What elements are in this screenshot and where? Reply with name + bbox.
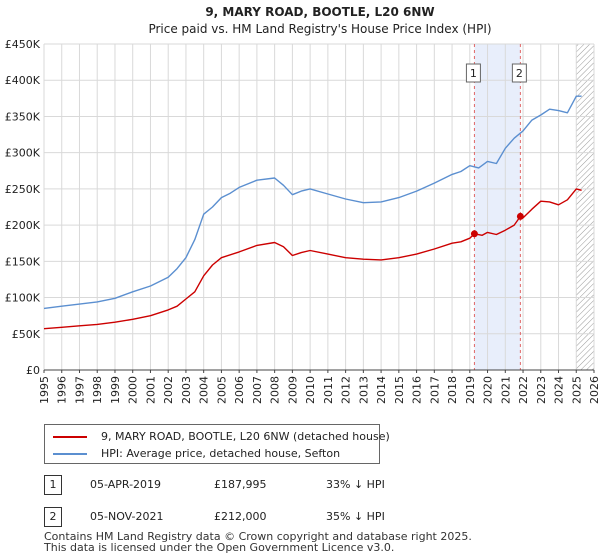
transaction-number: 2	[44, 507, 62, 527]
legend-swatch-property	[53, 436, 87, 438]
y-tick-label: £50K	[12, 328, 41, 341]
x-tick-label: 2009	[286, 376, 299, 404]
chart-subtitle: Price paid vs. HM Land Registry's House …	[148, 22, 491, 36]
x-tick-label: 2024	[553, 376, 566, 404]
transaction-label-box	[465, 63, 481, 83]
x-tick-label: 2006	[233, 376, 246, 404]
x-tick-label: 1997	[73, 376, 86, 404]
transaction-number: 1	[44, 475, 62, 495]
y-tick-label: £200K	[5, 219, 41, 232]
transaction-row: 1 05-APR-2019 £187,995 33% ↓ HPI	[44, 473, 564, 497]
highlight-span	[474, 44, 521, 370]
x-tick-label: 2017	[428, 376, 441, 404]
x-tick-label: 2011	[322, 376, 335, 404]
x-tick-label: 2014	[375, 376, 388, 404]
x-tick-label: 2015	[393, 376, 406, 404]
chart-title: 9, MARY ROAD, BOOTLE, L20 6NW	[205, 5, 434, 19]
x-tick-label: 2013	[357, 376, 370, 404]
y-tick-label: £0	[26, 364, 40, 377]
footer-line-2: This data is licensed under the Open Gov…	[44, 541, 395, 554]
x-tick-label: 2012	[340, 376, 353, 404]
transaction-label-box	[511, 63, 527, 83]
x-tick-label: 2003	[180, 376, 193, 404]
transaction-date: 05-APR-2019	[90, 478, 162, 491]
x-tick-label: 2000	[127, 376, 140, 404]
x-tick-label: 2021	[499, 376, 512, 404]
transaction-hpi-diff: 33% ↓ HPI	[326, 478, 385, 491]
transaction-price: £187,995	[214, 478, 267, 491]
forecast-hatch	[576, 44, 594, 370]
legend-label-property: 9, MARY ROAD, BOOTLE, L20 6NW (detached …	[101, 430, 390, 443]
x-tick-label: 2007	[251, 376, 264, 404]
x-tick-label: 2026	[588, 376, 600, 404]
x-tick-label: 2025	[570, 376, 583, 404]
x-tick-label: 2023	[535, 376, 548, 404]
transaction-dot	[470, 230, 478, 238]
x-tick-label: 2004	[198, 376, 211, 404]
y-tick-label: £250K	[5, 183, 41, 196]
x-tick-label: 2019	[464, 376, 477, 404]
x-tick-label: 2008	[269, 376, 282, 404]
x-tick-label: 2018	[446, 376, 459, 404]
hpi-line	[43, 95, 582, 310]
y-tick-label: £100K	[5, 292, 41, 305]
x-tick-label: 1995	[38, 376, 51, 404]
y-tick-label: £350K	[5, 110, 41, 123]
transaction-hpi-diff: 35% ↓ HPI	[326, 510, 385, 523]
legend-swatch-hpi	[53, 453, 87, 455]
transaction-label: 2	[516, 67, 523, 80]
transaction-date: 05-NOV-2021	[90, 510, 164, 523]
transactions-table: 1 05-APR-2019 £187,995 33% ↓ HPI 2 05-NO…	[44, 473, 564, 537]
x-tick-label: 1999	[109, 376, 122, 404]
x-tick-label: 2016	[411, 376, 424, 404]
price-chart: 9, MARY ROAD, BOOTLE, L20 6NW Price paid…	[5, 5, 600, 404]
x-tick-label: 2001	[144, 376, 157, 404]
x-tick-label: 1996	[56, 376, 69, 404]
x-tick-label: 1998	[91, 376, 104, 404]
footer-line-1: Contains HM Land Registry data © Crown c…	[44, 530, 472, 543]
x-tick-label: 2002	[162, 376, 175, 404]
y-tick-label: £150K	[5, 255, 41, 268]
footer-attribution: Contains HM Land Registry data © Crown c…	[44, 531, 472, 553]
transaction-dot	[516, 212, 524, 220]
chart-legend: 9, MARY ROAD, BOOTLE, L20 6NW (detached …	[44, 424, 390, 464]
legend-label-hpi: HPI: Average price, detached house, Seft…	[101, 447, 341, 460]
transaction-price: £212,000	[214, 510, 267, 523]
y-tick-label: £450K	[5, 38, 41, 51]
transaction-label: 1	[470, 67, 477, 80]
x-tick-label: 2020	[482, 376, 495, 404]
y-tick-label: £300K	[5, 147, 41, 160]
x-tick-label: 2022	[517, 376, 530, 404]
y-tick-label: £400K	[5, 74, 41, 87]
transaction-row: 2 05-NOV-2021 £212,000 35% ↓ HPI	[44, 505, 564, 529]
x-tick-label: 2010	[304, 376, 317, 404]
x-tick-label: 2005	[215, 376, 228, 404]
